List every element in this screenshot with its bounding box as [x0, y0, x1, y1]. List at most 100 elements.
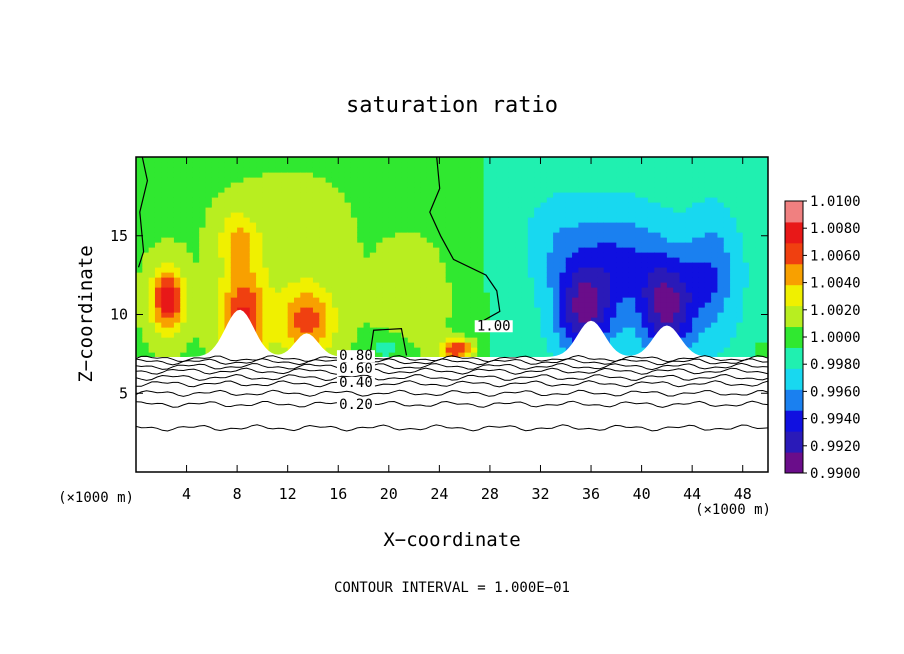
- heatmap-cell: [692, 327, 700, 333]
- heatmap-cell: [730, 302, 737, 308]
- heatmap-cell: [439, 327, 447, 333]
- heatmap-cell: [717, 162, 725, 168]
- heatmap-cell: [704, 197, 712, 203]
- colorbar-segment: [785, 326, 803, 348]
- heatmap-cell: [268, 277, 276, 283]
- heatmap-cell: [344, 337, 352, 343]
- heatmap-cell: [559, 167, 567, 173]
- heatmap-cell: [167, 302, 175, 308]
- heatmap-cell: [249, 307, 257, 313]
- heatmap-cell: [407, 197, 415, 203]
- heatmap-cell: [439, 252, 447, 258]
- heatmap-cell: [426, 182, 434, 188]
- heatmap-cell: [628, 257, 636, 263]
- heatmap-cell: [704, 217, 712, 223]
- heatmap-cell: [521, 282, 529, 288]
- heatmap-cell: [496, 302, 504, 308]
- heatmap-cell: [730, 162, 737, 168]
- heatmap-cell: [199, 342, 207, 348]
- heatmap-cell: [673, 247, 681, 253]
- heatmap-cell: [685, 247, 693, 253]
- heatmap-cell: [635, 182, 643, 188]
- heatmap-cell: [540, 162, 548, 168]
- heatmap-cell: [698, 207, 706, 213]
- heatmap-cell: [287, 247, 295, 253]
- heatmap-cell: [616, 237, 624, 243]
- heatmap-cell: [565, 337, 573, 343]
- heatmap-cell: [749, 332, 756, 338]
- heatmap-cell: [344, 212, 352, 218]
- heatmap-cell: [742, 347, 750, 353]
- heatmap-cell: [338, 327, 346, 333]
- heatmap-cell: [717, 202, 725, 208]
- heatmap-cell: [452, 157, 459, 163]
- heatmap-cell: [591, 267, 598, 273]
- heatmap-cell: [673, 192, 681, 198]
- heatmap-cell: [142, 217, 150, 223]
- heatmap-cell: [142, 162, 150, 168]
- heatmap-cell: [647, 187, 655, 193]
- heatmap-cell: [363, 307, 371, 313]
- heatmap-cell: [736, 317, 744, 323]
- heatmap-cell: [426, 257, 434, 263]
- heatmap-cell: [173, 297, 181, 303]
- heatmap-cell: [199, 222, 207, 228]
- colorbar-tick-label: 1.0100: [810, 194, 861, 210]
- heatmap-cell: [730, 267, 737, 273]
- heatmap-cell: [704, 272, 712, 278]
- heatmap-cell: [654, 322, 662, 328]
- heatmap-cell: [407, 262, 415, 268]
- heatmap-cell: [331, 177, 339, 183]
- heatmap-cell: [692, 332, 700, 338]
- colorbar: 1.01001.00801.00601.00401.00201.00000.99…: [784, 194, 861, 482]
- heatmap-cell: [331, 257, 339, 263]
- heatmap-cell: [470, 182, 478, 188]
- heatmap-cell: [603, 277, 611, 283]
- heatmap-cell: [698, 217, 706, 223]
- heatmap-cell: [205, 177, 213, 183]
- heatmap-cell: [711, 352, 719, 358]
- heatmap-cell: [319, 267, 327, 273]
- heatmap-cell: [749, 352, 756, 358]
- heatmap-cell: [420, 177, 428, 183]
- heatmap-cell: [249, 237, 257, 243]
- heatmap-cell: [616, 282, 624, 288]
- heatmap-cell: [553, 272, 561, 278]
- colorbar-segment: [785, 284, 803, 307]
- heatmap-cell: [553, 167, 561, 173]
- heatmap-cell: [698, 302, 706, 308]
- heatmap-cell: [496, 162, 504, 168]
- heatmap-cell: [749, 162, 756, 168]
- heatmap-cell: [414, 287, 421, 293]
- heatmap-cell: [401, 267, 409, 273]
- heatmap-cell: [224, 282, 232, 288]
- heatmap-cell: [382, 272, 390, 278]
- heatmap-cell: [414, 347, 421, 353]
- heatmap-cell: [161, 172, 169, 178]
- heatmap-cell: [180, 262, 188, 268]
- heatmap-cell: [515, 167, 523, 173]
- heatmap-cell: [312, 237, 320, 243]
- heatmap-cell: [666, 237, 674, 243]
- heatmap-cell: [218, 262, 226, 268]
- heatmap-cell: [388, 302, 396, 308]
- heatmap-cell: [742, 292, 750, 298]
- heatmap-cell: [584, 242, 592, 248]
- heatmap-cell: [679, 182, 687, 188]
- heatmap-cell: [154, 267, 162, 273]
- heatmap-cell: [281, 347, 289, 353]
- heatmap-cell: [407, 227, 415, 233]
- heatmap-cell: [749, 287, 756, 293]
- heatmap-cell: [578, 277, 586, 283]
- heatmap-cell: [489, 172, 497, 178]
- heatmap-cell: [237, 217, 245, 223]
- heatmap-cell: [635, 262, 643, 268]
- heatmap-cell: [616, 252, 624, 258]
- heatmap-cell: [395, 197, 403, 203]
- heatmap-cell: [357, 232, 365, 238]
- heatmap-cell: [666, 212, 674, 218]
- heatmap-cell: [489, 282, 497, 288]
- heatmap-cell: [483, 222, 491, 228]
- heatmap-cell: [230, 192, 238, 198]
- heatmap-cell: [268, 322, 276, 328]
